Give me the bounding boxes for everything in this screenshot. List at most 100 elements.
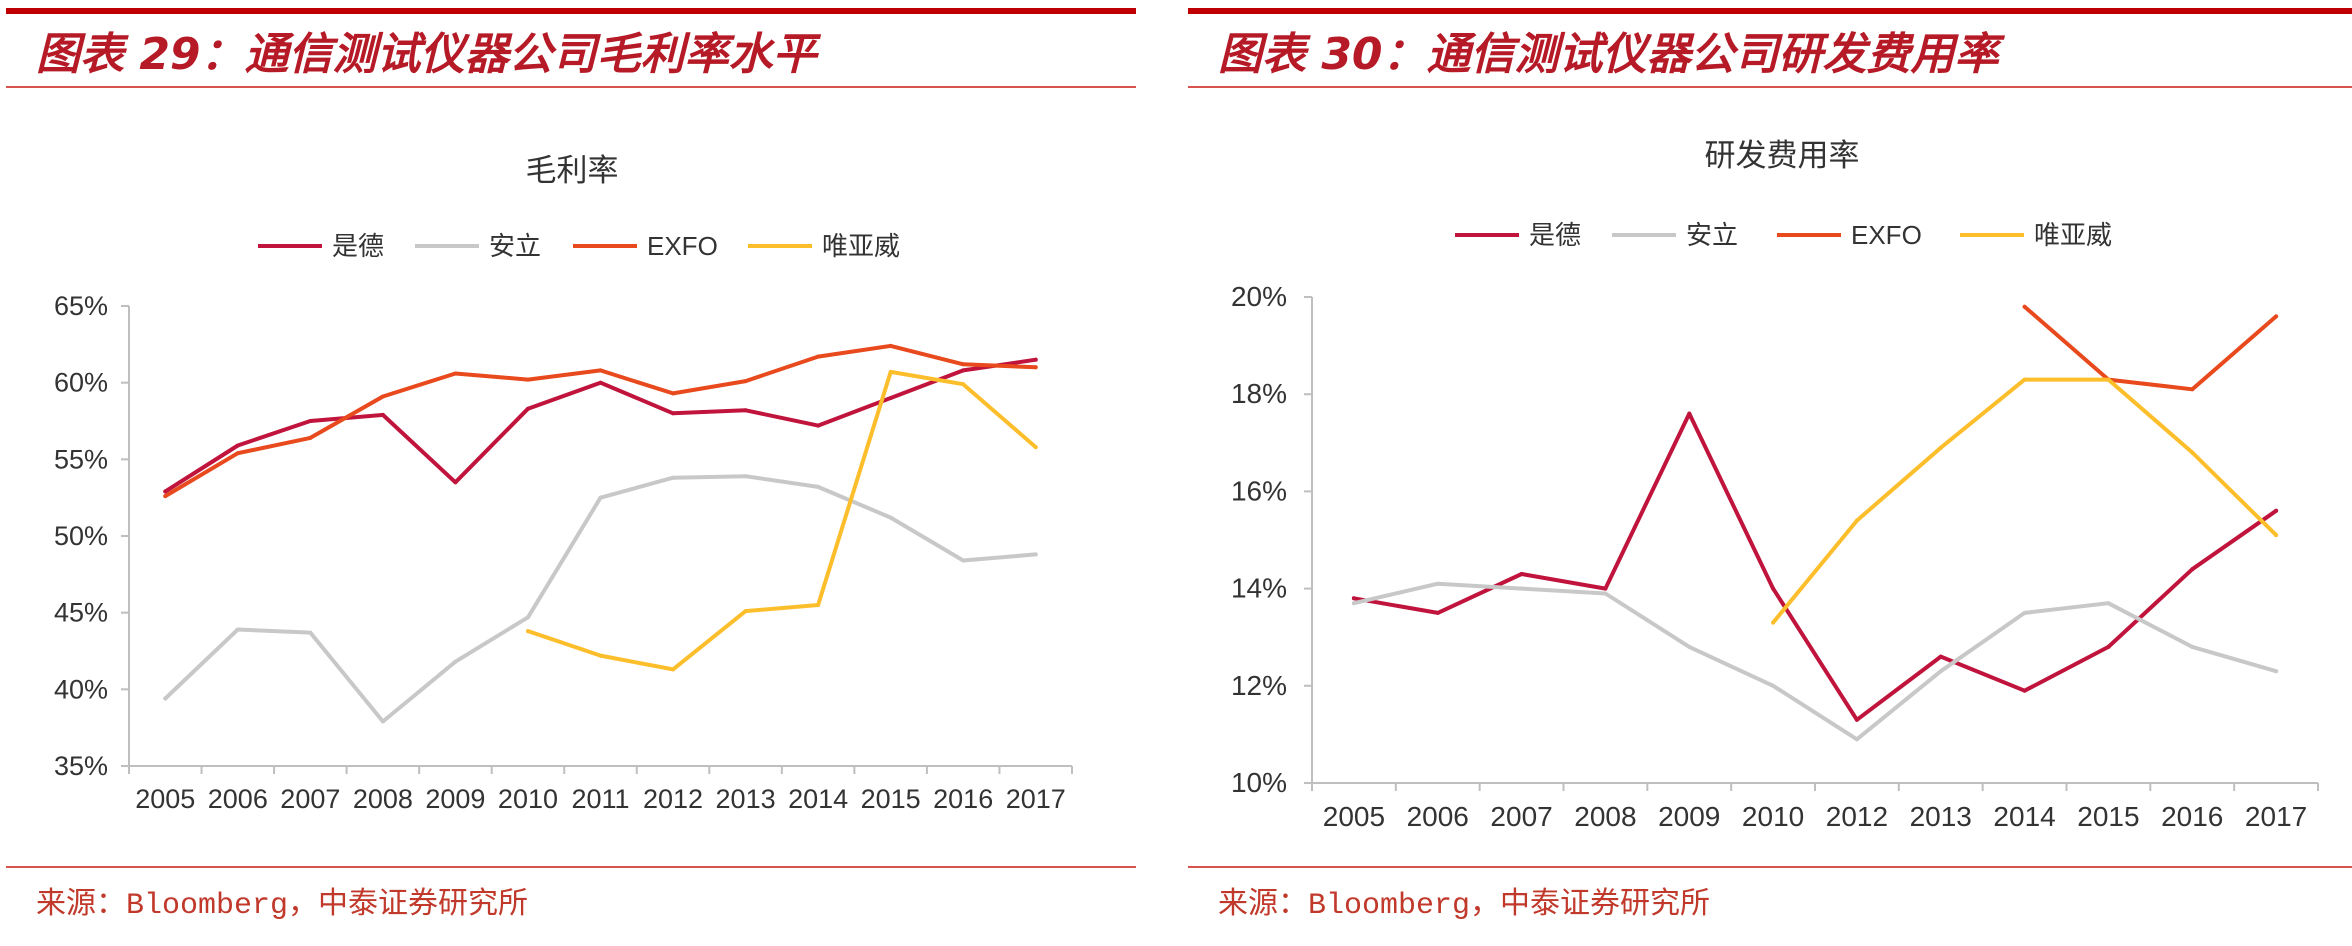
data-point [380,394,385,399]
legend-label: 安立 [489,231,541,261]
data-point [453,659,458,664]
data-point [235,443,240,448]
x-tick-label: 2005 [135,784,195,814]
data-point [1854,518,1859,523]
data-point [2022,610,2027,615]
data-point [743,474,748,479]
x-tick-label: 2014 [1993,801,2055,832]
data-point [1603,591,1608,596]
x-tick-label: 2015 [2077,801,2139,832]
data-point [308,435,313,440]
data-point [743,609,748,614]
series-group [163,474,1038,724]
series-line [1351,411,2279,722]
x-tick-label: 2015 [861,784,921,814]
data-point [1033,552,1038,557]
data-point [2106,644,2111,649]
legend-item: 是德 [258,231,384,261]
series-group [526,369,1038,672]
data-point [1603,586,1608,591]
series-group [1771,377,2279,625]
x-tick-label: 2013 [1910,801,1972,832]
series-line [1351,581,2279,742]
data-point [235,627,240,632]
x-tick-label: 2010 [1742,801,1804,832]
source-note: 来源：Bloomberg，中泰证券研究所 [1218,889,1711,923]
series-line [163,474,1038,724]
legend-label: EXFO [1851,220,1922,250]
x-tick-label: 2016 [2161,801,2223,832]
data-point [816,354,821,359]
data-point [2106,601,2111,606]
figure-title: 图表 29：通信测试仪器公司毛利率水平 [36,29,817,80]
series-group [163,357,1038,494]
series-line [526,369,1038,672]
figure-title: 图表 30：通信测试仪器公司研发费用率 [1218,29,1999,80]
header-top-bar [6,8,1136,14]
data-point [1771,683,1776,688]
data-point [1519,586,1524,591]
data-point [2190,567,2195,572]
source-note: 来源：Bloomberg，中泰证券研究所 [36,889,529,923]
x-tick-label: 2008 [1574,801,1636,832]
footer-divider [1188,866,2352,868]
x-tick-label: 2009 [1658,801,1720,832]
data-point [1435,610,1440,615]
legend-label: 安立 [1686,220,1738,250]
legend-item: 唯亚威 [748,231,900,261]
y-tick-label: 10% [1231,767,1287,798]
y-tick-label: 60% [54,368,108,398]
data-point [526,377,530,382]
data-point [1033,445,1038,450]
legend: 是德 安立 EXFO 唯亚威 [1455,220,2112,250]
legend-label: EXFO [647,231,718,261]
data-point [2022,304,2027,309]
series-line [163,357,1038,494]
y-tick-label: 16% [1231,475,1287,506]
series-line [1771,377,2279,625]
data-point [2190,450,2195,455]
header-divider [1188,86,2352,88]
data-point [1435,581,1440,586]
legend-label: 是德 [1529,220,1581,250]
data-point [163,494,168,499]
series-group [1351,411,2279,722]
series-group [163,343,1038,499]
data-point [671,475,675,480]
x-tick-label: 2006 [1407,801,1469,832]
data-point [888,396,893,400]
x-tick-label: 2012 [643,784,703,814]
y-tick-label: 35% [54,751,108,781]
legend-item: EXFO [1777,220,1922,250]
data-point [598,653,603,658]
x-tick-label: 2011 [571,784,629,814]
legend-item: 是德 [1455,220,1581,250]
data-point [1687,644,1692,649]
data-point [671,411,675,416]
legend: 是德 安立 EXFO 唯亚威 [258,231,900,261]
data-point [598,368,603,373]
data-point [2274,669,2279,674]
data-point [1351,601,1356,606]
series-group [1351,581,2279,742]
data-point [1771,586,1776,591]
data-point [163,696,168,701]
data-point [1771,620,1776,625]
data-point [1033,357,1038,362]
footer-divider [6,866,1136,868]
data-point [1854,717,1859,722]
chart-title: 毛利率 [526,153,619,188]
header-top-bar [1188,8,2352,14]
x-tick-label: 2006 [208,784,268,814]
data-point [1854,737,1859,742]
header-divider [6,86,1136,88]
y-tick-label: 65% [54,291,108,321]
x-tick-label: 2010 [498,784,558,814]
figure-panel-right: 图表 30：通信测试仪器公司研发费用率 研发费用率 是德 安立 EXFO 唯亚威 10% 1… [1188,0,2352,946]
data-point [163,489,168,494]
data-point [816,423,821,428]
x-tick-label: 2012 [1826,801,1888,832]
y-tick-label: 55% [54,444,108,474]
data-point [2274,533,2279,538]
